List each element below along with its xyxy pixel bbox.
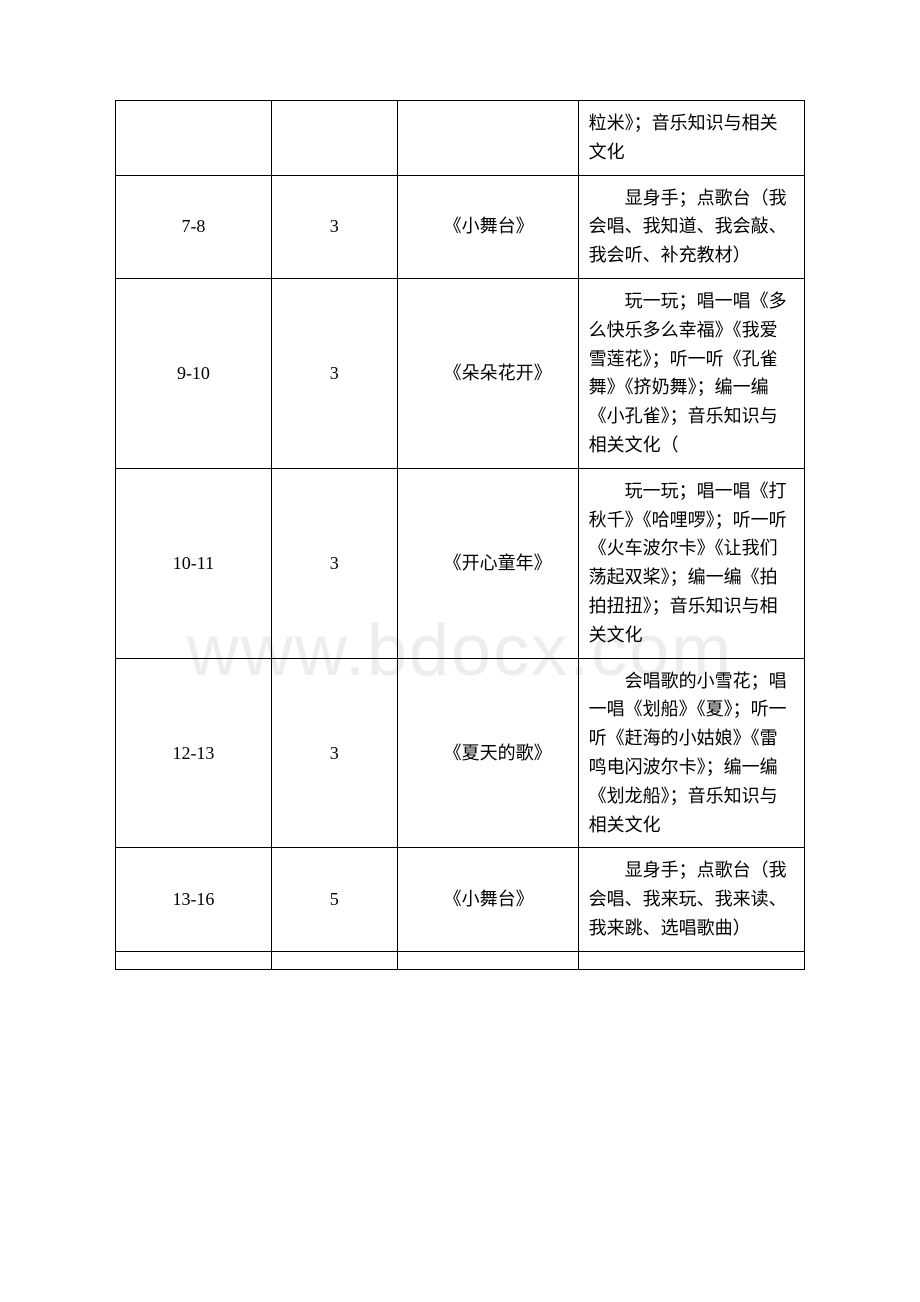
cell-week: 12-13 xyxy=(116,658,272,848)
cell-topic: 《夏天的歌》 xyxy=(397,658,578,848)
cell-topic xyxy=(397,951,578,969)
cell-topic: 《小舞台》 xyxy=(397,175,578,278)
cell-hours: 3 xyxy=(271,468,397,658)
cell-week xyxy=(116,101,272,176)
cell-topic: 《朵朵花开》 xyxy=(397,278,578,468)
curriculum-table: 粒米》；音乐知识与相关文化 7-8 3 《小舞台》 显身手；点歌台（我会唱、我知… xyxy=(115,100,805,970)
cell-hours: 3 xyxy=(271,175,397,278)
cell-week xyxy=(116,951,272,969)
table-row: 12-13 3 《夏天的歌》 会唱歌的小雪花；唱一唱《划船》《夏》；听一听《赶海… xyxy=(116,658,805,848)
cell-content xyxy=(578,951,804,969)
cell-topic: 《开心童年》 xyxy=(397,468,578,658)
table-row: 10-11 3 《开心童年》 玩一玩；唱一唱《打秋千》《哈哩啰》；听一听《火车波… xyxy=(116,468,805,658)
cell-content: 显身手；点歌台（我会唱、我来玩、我来读、我来跳、选唱歌曲） xyxy=(578,848,804,951)
cell-week: 7-8 xyxy=(116,175,272,278)
cell-week: 10-11 xyxy=(116,468,272,658)
cell-topic xyxy=(397,101,578,176)
cell-content: 玩一玩；唱一唱《打秋千》《哈哩啰》；听一听《火车波尔卡》《让我们荡起双桨》；编一… xyxy=(578,468,804,658)
cell-content: 会唱歌的小雪花；唱一唱《划船》《夏》；听一听《赶海的小姑娘》《雷鸣电闪波尔卡》；… xyxy=(578,658,804,848)
cell-hours xyxy=(271,101,397,176)
cell-content: 玩一玩；唱一唱《多么快乐多么幸福》《我爱雪莲花》；听一听《孔雀舞》《挤奶舞》；编… xyxy=(578,278,804,468)
table-row xyxy=(116,951,805,969)
cell-topic: 《小舞台》 xyxy=(397,848,578,951)
table-row: 7-8 3 《小舞台》 显身手；点歌台（我会唱、我知道、我会敲、我会听、补充教材… xyxy=(116,175,805,278)
cell-week: 9-10 xyxy=(116,278,272,468)
cell-week: 13-16 xyxy=(116,848,272,951)
cell-hours xyxy=(271,951,397,969)
cell-hours: 5 xyxy=(271,848,397,951)
cell-content: 显身手；点歌台（我会唱、我知道、我会敲、我会听、补充教材） xyxy=(578,175,804,278)
table-row: 粒米》；音乐知识与相关文化 xyxy=(116,101,805,176)
cell-content: 粒米》；音乐知识与相关文化 xyxy=(578,101,804,176)
cell-hours: 3 xyxy=(271,278,397,468)
table-row: 13-16 5 《小舞台》 显身手；点歌台（我会唱、我来玩、我来读、我来跳、选唱… xyxy=(116,848,805,951)
cell-hours: 3 xyxy=(271,658,397,848)
table-row: 9-10 3 《朵朵花开》 玩一玩；唱一唱《多么快乐多么幸福》《我爱雪莲花》；听… xyxy=(116,278,805,468)
